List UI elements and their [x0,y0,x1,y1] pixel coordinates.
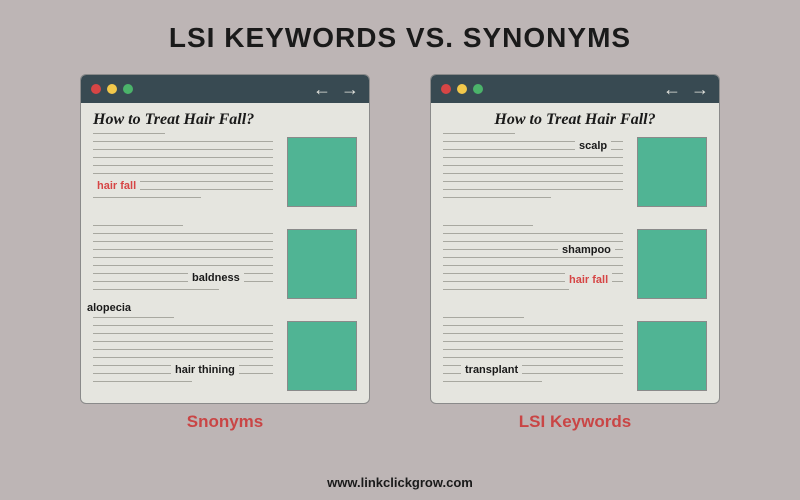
thumb-icon [287,137,357,207]
arrow-left-icon: ← [663,80,681,98]
panel-label: LSI Keywords [519,412,631,432]
browser-content: How to Treat Hair Fall? hair fall baldne… [81,103,369,403]
main-title: LSI KEYWORDS VS. SYNONYMS [0,0,800,54]
keyword-label: alopecia [83,301,135,315]
dot-red-icon [441,84,451,94]
keyword-label: shampoo [558,243,615,257]
thumb-icon [637,137,707,207]
window-dots [91,84,133,94]
article-title: How to Treat Hair Fall? [93,111,357,129]
section-0: hair fall [93,133,357,219]
section-0: scalp [443,133,707,219]
thumb-icon [287,229,357,299]
nav-arrows: ← → [313,80,359,98]
titlebar: ← → [431,75,719,103]
section-2: hair thining [93,317,357,403]
window-dots [441,84,483,94]
arrow-left-icon: ← [313,80,331,98]
article-title: How to Treat Hair Fall? [443,111,707,129]
dot-green-icon [123,84,133,94]
dot-yellow-icon [107,84,117,94]
arrow-right-icon: → [341,80,359,98]
section-1: shampoo hair fall [443,225,707,311]
browser-window: ← → How to Treat Hair Fall? scalp shampo… [430,74,720,404]
arrow-right-icon: → [691,80,709,98]
browser-window: ← → How to Treat Hair Fall? hair fall ba… [80,74,370,404]
panels-row: ← → How to Treat Hair Fall? hair fall ba… [0,74,800,432]
dot-red-icon [91,84,101,94]
thumb-icon [287,321,357,391]
keyword-label: hair thining [171,363,239,377]
thumb-icon [637,321,707,391]
panel-lsi: ← → How to Treat Hair Fall? scalp shampo… [430,74,720,432]
dot-green-icon [473,84,483,94]
keyword-label: transplant [461,363,522,377]
thumb-icon [637,229,707,299]
dot-yellow-icon [457,84,467,94]
keyword-label: hair fall [93,179,140,193]
panel-label: Snonyms [187,412,264,432]
section-1: baldness alopecia [93,225,357,311]
panel-synonyms: ← → How to Treat Hair Fall? hair fall ba… [80,74,370,432]
browser-content: How to Treat Hair Fall? scalp shampoo ha… [431,103,719,403]
keyword-label: baldness [188,271,244,285]
titlebar: ← → [81,75,369,103]
keyword-label: hair fall [565,273,612,287]
section-2: transplant [443,317,707,403]
nav-arrows: ← → [663,80,709,98]
footer-url: www.linkclickgrow.com [0,475,800,490]
keyword-label: scalp [575,139,611,153]
